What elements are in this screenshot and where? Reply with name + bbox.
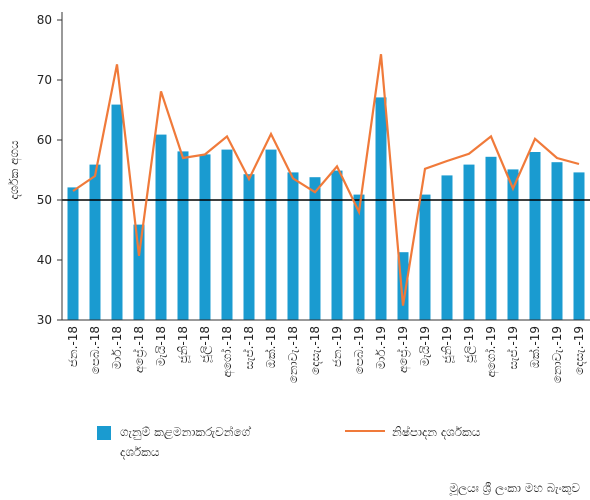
x-tick-label: සැප්.-18	[242, 326, 256, 370]
x-tick-label: ජූලි-18	[198, 326, 213, 363]
y-tick-label: 40	[37, 253, 52, 267]
x-tick-label: අගෝ.-18	[220, 326, 235, 378]
bar	[331, 170, 343, 320]
x-tick-label: ජූනි-19	[440, 326, 455, 363]
y-tick-label: 70	[37, 73, 52, 87]
x-tick-label: මාර්.-19	[374, 326, 388, 369]
x-tick-label: දෙසැ.-19	[572, 326, 586, 375]
legend-bar-swatch	[97, 426, 111, 440]
y-tick-label: 30	[37, 313, 52, 327]
bar	[353, 194, 365, 320]
x-tick-label: පෙබ.-19	[352, 326, 366, 374]
bar	[265, 149, 277, 320]
bar	[177, 151, 189, 320]
y-tick-label: 60	[37, 133, 52, 147]
bar	[463, 164, 475, 320]
bar	[573, 172, 585, 320]
bar	[485, 156, 497, 320]
bar	[309, 177, 321, 320]
bar	[507, 169, 519, 320]
x-tick-label: ඔක්.-18	[264, 326, 278, 368]
x-tick-label: මැයි-18	[154, 326, 168, 366]
bar	[529, 152, 541, 320]
bar	[155, 134, 167, 320]
y-axis-label: දර්ශක අගය	[7, 140, 22, 200]
x-tick-label: නොවැ.-19	[550, 326, 564, 383]
bar	[221, 149, 233, 320]
x-tick-label: පෙබ.-18	[88, 326, 102, 374]
x-tick-label: ඔක්.-19	[528, 326, 542, 368]
bar	[111, 104, 123, 320]
x-tick-label: අප්‍රේ.-19	[396, 326, 411, 373]
bar	[133, 224, 145, 320]
bar	[199, 154, 211, 320]
bar	[419, 194, 431, 320]
bar	[67, 187, 79, 320]
x-tick-label: දෙසැ.-18	[308, 326, 322, 375]
legend-bar-label: ගැනුම් කළමනාකරුවන්ගේ දර්ශකය	[120, 425, 251, 459]
bar	[397, 252, 409, 320]
x-tick-label: මාර්.-18	[110, 326, 124, 369]
bar	[243, 174, 255, 320]
x-tick-label: අප්‍රේ.-18	[132, 326, 147, 373]
x-tick-label: ජන.-19	[330, 326, 344, 367]
y-tick-label: 80	[37, 13, 52, 27]
x-tick-label: ජන.-18	[66, 326, 80, 367]
x-tick-label: නොවැ.-18	[286, 326, 300, 383]
bar	[441, 175, 453, 320]
bar	[551, 162, 563, 320]
bar	[287, 172, 299, 320]
x-tick-label: සැප්.-19	[506, 326, 520, 370]
x-tick-label: අගෝ.-19	[484, 326, 499, 378]
bar	[89, 164, 101, 320]
legend-line-swatch	[345, 430, 385, 432]
y-tick-label: 50	[37, 193, 52, 207]
source: මූලයඃ ශ්‍රී ලංකා මහ බැංකුව	[449, 481, 580, 496]
bar	[375, 97, 387, 321]
x-tick-label: ජූනි-18	[176, 326, 191, 363]
legend-line-label: නිෂ්පාදන දර්ශකය	[392, 425, 481, 439]
x-tick-label: මැයි-19	[418, 326, 432, 366]
line	[72, 54, 580, 306]
x-tick-label: ජූලි-19	[462, 326, 477, 363]
